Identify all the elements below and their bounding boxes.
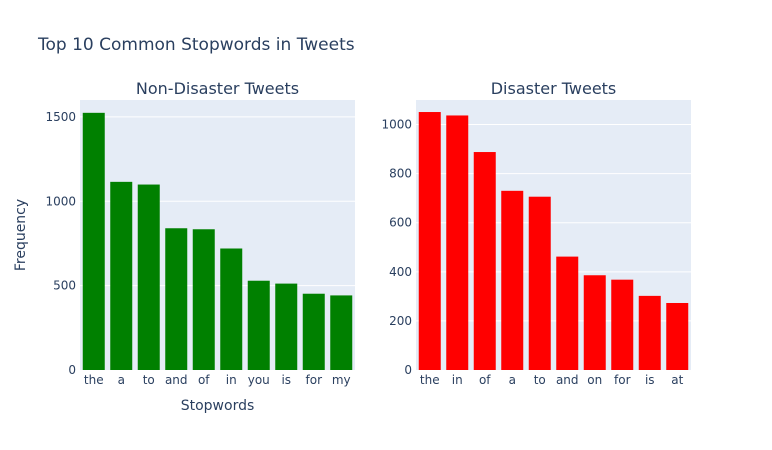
y-tick-label: 500 [53, 279, 76, 293]
x-tick-label: to [534, 373, 546, 387]
x-tick-label: is [281, 373, 291, 387]
bar-to [528, 196, 551, 370]
bar-and [556, 256, 579, 370]
x-tick-label: the [420, 373, 440, 387]
bar-is [638, 295, 661, 370]
bar-the [418, 112, 441, 370]
y-tick-label: 800 [389, 167, 412, 181]
y-tick-label: 0 [404, 363, 412, 377]
figure-title: Top 10 Common Stopwords in Tweets [37, 35, 355, 55]
bar-on [583, 275, 606, 370]
x-tick-label: in [226, 373, 237, 387]
panel-non-disaster: Non-Disaster Tweets 0 500 1000 1500 the a to a… [13, 79, 355, 414]
y-tick-label: 200 [389, 314, 412, 328]
x-tick-label: on [587, 373, 602, 387]
y-axis-title: Frequency [13, 199, 29, 271]
bar-in [446, 115, 469, 370]
bar-of [473, 152, 496, 370]
x-tick-label: in [452, 373, 463, 387]
x-tick-label: and [556, 373, 579, 387]
bar-of [192, 229, 215, 370]
y-tick-label: 1000 [45, 194, 76, 208]
bar-for [611, 279, 634, 370]
bar-you [247, 280, 270, 370]
bar-a [501, 190, 524, 370]
x-tick-label: for [306, 373, 323, 387]
y-tick-label: 1000 [381, 118, 412, 132]
bar-in [220, 248, 243, 370]
x-tick-label: you [248, 373, 270, 387]
x-tick-label: at [671, 373, 683, 387]
x-tick-label: is [645, 373, 655, 387]
bar-for [302, 293, 325, 370]
bar-and [165, 228, 188, 370]
x-tick-label: my [332, 373, 351, 387]
x-tick-label: of [198, 373, 210, 387]
x-tick-label: of [479, 373, 491, 387]
y-tick-label: 400 [389, 265, 412, 279]
x-tick-label: a [118, 373, 125, 387]
bar-is [275, 283, 298, 370]
bar-a [110, 181, 133, 370]
subplot-title-non-disaster: Non-Disaster Tweets [136, 79, 299, 98]
panel-disaster: Disaster Tweets 0 200 400 600 800 1000 the in o… [381, 79, 691, 387]
x-tick-label: the [84, 373, 104, 387]
x-axis-title: Stopwords [181, 398, 255, 414]
bar-at [666, 302, 689, 370]
x-tick-label: and [165, 373, 188, 387]
y-tick-label: 0 [68, 363, 76, 377]
bar-to [137, 184, 160, 370]
x-tick-label: a [509, 373, 516, 387]
bar-my [330, 295, 353, 370]
bar-the [82, 112, 105, 370]
subplot-title-disaster: Disaster Tweets [491, 79, 617, 98]
y-tick-label: 1500 [45, 110, 76, 124]
x-tick-label: to [143, 373, 155, 387]
y-tick-label: 600 [389, 216, 412, 230]
x-tick-label: for [614, 373, 631, 387]
